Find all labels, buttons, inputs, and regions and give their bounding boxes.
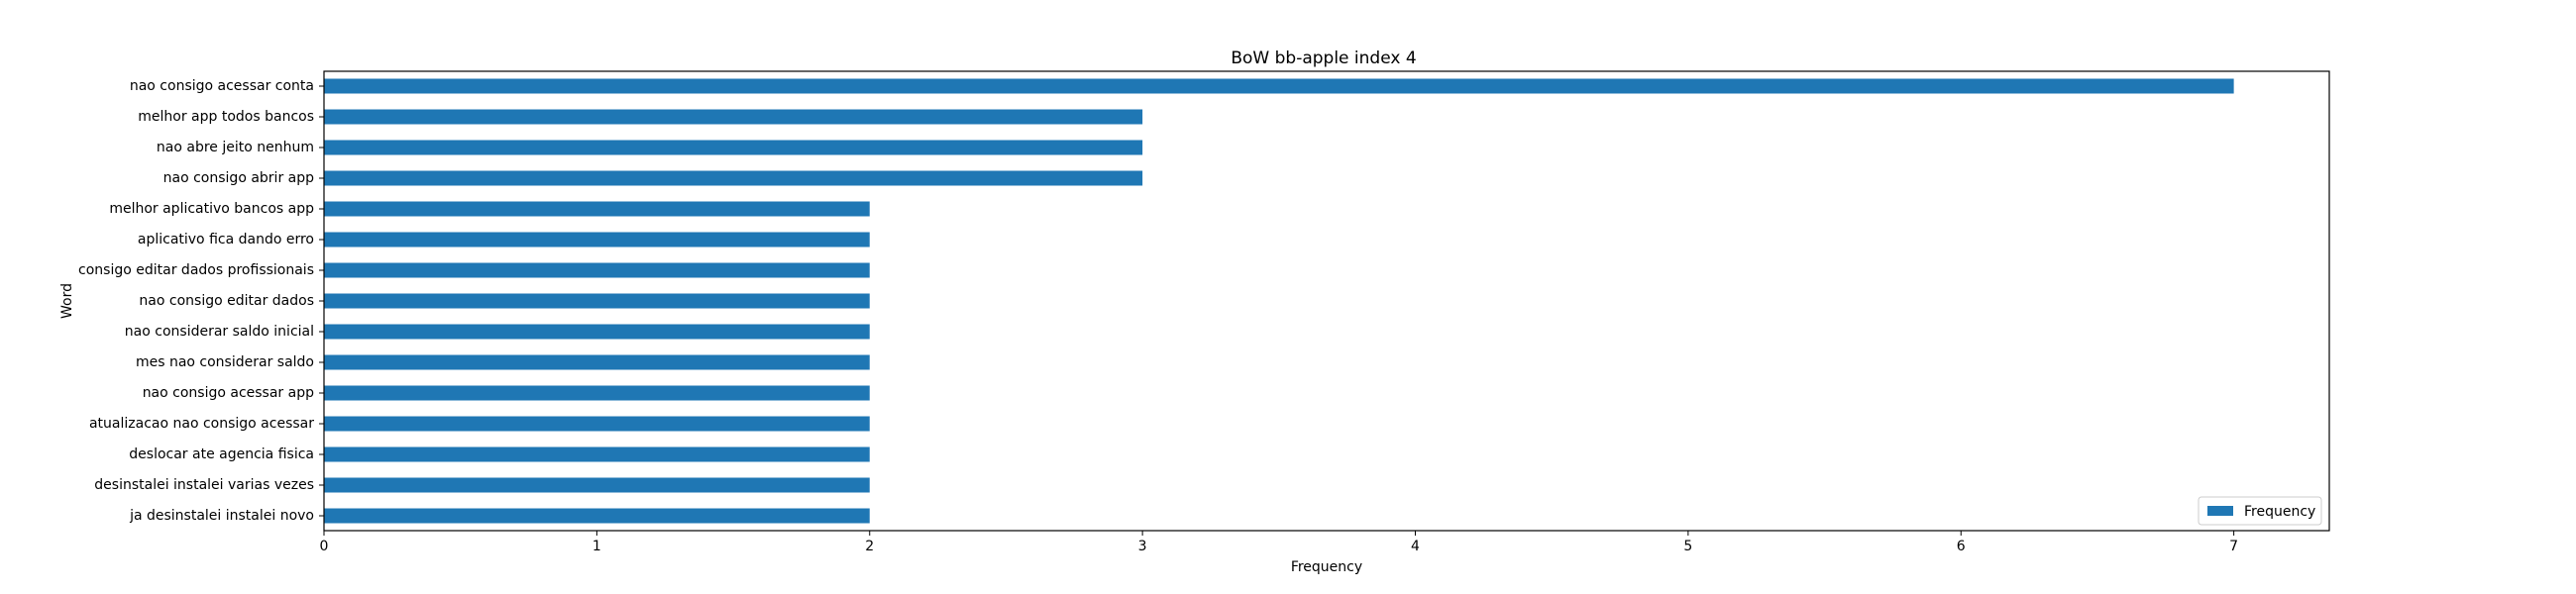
bar <box>324 262 870 278</box>
bar <box>324 78 2234 94</box>
y-tick-label: aplicativo fica dando erro <box>138 232 314 248</box>
x-axis-ticks: 0 1 2 3 4 5 6 7 <box>320 531 2238 554</box>
x-axis-label: Frequency <box>1291 559 1362 575</box>
x-tick-label: 5 <box>1683 539 1692 554</box>
y-tick-label: atualizacao nao consigo acessar <box>89 416 314 432</box>
x-tick-label: 1 <box>592 539 601 554</box>
bar <box>324 508 870 524</box>
plot-frame <box>323 70 2330 532</box>
y-tick-label: melhor app todos bancos <box>138 109 314 125</box>
bar <box>324 446 870 462</box>
bar <box>324 416 870 432</box>
legend-swatch <box>2207 506 2233 516</box>
bar <box>324 477 870 493</box>
y-tick-label: ja desinstalei instalei novo <box>129 508 314 524</box>
y-axis-label: Word <box>59 283 75 319</box>
y-tick-label: nao consigo acessar app <box>143 385 314 401</box>
x-tick-label: 4 <box>1411 539 1420 554</box>
x-tick-label: 0 <box>320 539 329 554</box>
y-tick-label: nao abre jeito nenhum <box>157 140 314 155</box>
x-tick-label: 2 <box>865 539 874 554</box>
x-tick-label: 7 <box>2229 539 2238 554</box>
legend-label: Frequency <box>2244 504 2315 520</box>
bar <box>324 293 870 309</box>
bar <box>324 140 1143 155</box>
bar <box>324 201 870 217</box>
y-tick-label: melhor aplicativo bancos app <box>109 201 314 217</box>
legend-box <box>2198 496 2322 526</box>
bar <box>324 109 1143 125</box>
y-tick-label: nao consigo abrir app <box>163 170 314 186</box>
y-tick-label: nao consigo acessar conta <box>130 78 314 94</box>
bar <box>324 324 870 340</box>
bar <box>324 170 1143 186</box>
bars-group <box>324 78 2234 524</box>
y-tick-label: deslocar ate agencia fisica <box>129 446 314 462</box>
bar <box>324 354 870 370</box>
y-tick-label: mes nao considerar saldo <box>136 354 314 370</box>
x-tick-label: 3 <box>1138 539 1147 554</box>
y-tick-label: nao considerar saldo inicial <box>125 324 314 340</box>
bar <box>324 232 870 248</box>
y-axis-ticks: nao consigo acessar conta melhor app todo… <box>78 78 324 524</box>
bar <box>324 385 870 401</box>
x-tick-label: 6 <box>1957 539 1966 554</box>
chart-title: BoW bb-apple index 4 <box>1231 49 1416 68</box>
y-tick-label: consigo editar dados profissionais <box>78 262 314 278</box>
legend: Frequency <box>2198 496 2322 526</box>
y-tick-label: desinstalei instalei varias vezes <box>94 477 314 493</box>
y-tick-label: nao consigo editar dados <box>139 293 314 309</box>
